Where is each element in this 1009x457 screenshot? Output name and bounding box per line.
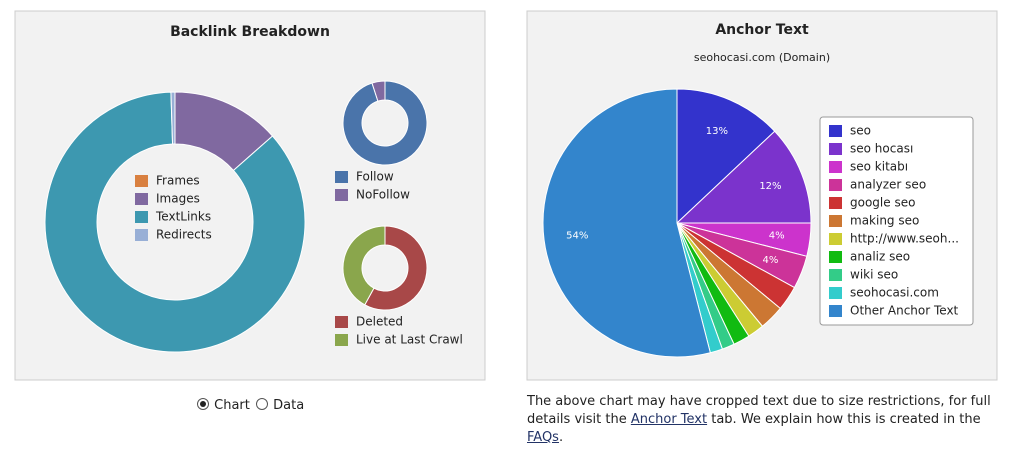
legend-label: wiki seo bbox=[850, 268, 898, 282]
slice bbox=[44, 91, 306, 353]
legend-swatch bbox=[135, 193, 148, 205]
legend-swatch bbox=[135, 229, 148, 241]
slice bbox=[676, 88, 776, 225]
data-label: 54% bbox=[566, 231, 588, 242]
note-text: tab. We explain how this is created in t… bbox=[711, 412, 981, 427]
slice bbox=[364, 225, 428, 311]
legend-label: making seo bbox=[850, 214, 919, 228]
legend-swatch bbox=[829, 197, 842, 209]
note: The above chart may have cropped text du… bbox=[527, 393, 1002, 447]
legend-swatch bbox=[335, 316, 348, 328]
chart-title: Anchor Text bbox=[715, 22, 809, 38]
legend-swatch bbox=[829, 251, 842, 263]
slice bbox=[371, 80, 386, 102]
legend-label: http://www.seoh... bbox=[850, 232, 959, 246]
legend-label: Follow bbox=[356, 170, 394, 184]
data-label: 4% bbox=[763, 255, 779, 266]
legend-label: seo hocası bbox=[850, 142, 913, 156]
legend-label: seo kitabı bbox=[850, 160, 908, 174]
slice bbox=[170, 91, 176, 145]
charts: Backlink Breakdown Anchor Text seohocasi… bbox=[14, 10, 998, 381]
legend-label: Live at Last Crawl bbox=[356, 333, 463, 347]
radio-label: Data bbox=[273, 398, 305, 413]
radio-icon bbox=[197, 398, 209, 410]
slice bbox=[342, 80, 428, 166]
radio-icon bbox=[256, 398, 268, 410]
legend-label: analyzer seo bbox=[850, 178, 926, 192]
legend-label: Images bbox=[156, 192, 200, 206]
legend-swatch bbox=[829, 287, 842, 299]
legend-swatch bbox=[335, 189, 348, 201]
legend-swatch bbox=[829, 161, 842, 173]
legend-swatch bbox=[135, 175, 148, 187]
slice bbox=[675, 130, 812, 224]
radio-label: Chart bbox=[214, 398, 250, 413]
data-label: 12% bbox=[759, 181, 781, 192]
note-text: The above chart may have cropped text du… bbox=[527, 394, 991, 427]
radio-data[interactable]: Data bbox=[255, 397, 304, 413]
legend-box bbox=[819, 116, 974, 326]
legend-swatch bbox=[829, 125, 842, 137]
radio-chart[interactable]: Chart bbox=[196, 397, 250, 413]
chart-subtitle: seohocasi.com (Domain) bbox=[694, 51, 830, 64]
legend-label: seohocasi.com bbox=[850, 286, 939, 300]
legend-label: Redirects bbox=[156, 228, 212, 242]
data-label: 4% bbox=[769, 231, 785, 242]
legend-label: TextLinks bbox=[155, 210, 211, 224]
legend-label: NoFollow bbox=[356, 188, 410, 202]
legend-label: Deleted bbox=[356, 315, 403, 329]
legend-swatch bbox=[829, 179, 842, 191]
legend-label: google seo bbox=[850, 196, 915, 210]
legend-swatch bbox=[829, 215, 842, 227]
legend-label: seo bbox=[850, 124, 871, 138]
legend-swatch bbox=[829, 233, 842, 245]
note-text: . bbox=[558, 430, 564, 445]
legend-swatch bbox=[335, 334, 348, 346]
slice bbox=[542, 88, 711, 358]
legend-swatch bbox=[829, 143, 842, 155]
link[interactable]: Anchor Text bbox=[630, 412, 708, 427]
legend-swatch bbox=[829, 305, 842, 317]
legend-label: Other Anchor Text bbox=[850, 304, 959, 318]
legend-label: Frames bbox=[156, 174, 200, 188]
slice bbox=[342, 225, 386, 306]
chart-title: Backlink Breakdown bbox=[170, 24, 330, 40]
legend-swatch bbox=[829, 269, 842, 281]
data-label: 13% bbox=[706, 126, 728, 137]
link[interactable]: FAQs bbox=[527, 430, 559, 445]
legend-label: analiz seo bbox=[850, 250, 910, 264]
legend-swatch bbox=[135, 211, 148, 223]
legend-swatch bbox=[335, 171, 348, 183]
